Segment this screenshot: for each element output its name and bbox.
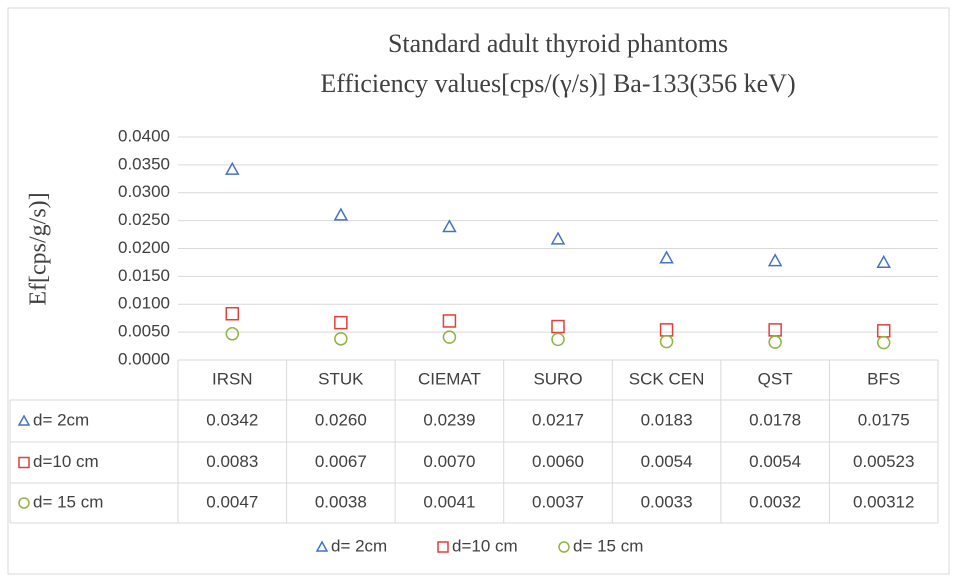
table-value: 0.0041 [423,492,475,511]
marker-circle [334,332,348,346]
marker-triangle [333,207,349,221]
marker-square [334,315,348,330]
table-value: 0.0038 [315,492,367,511]
chart-title: Standard adult thyroid phantoms [388,29,728,58]
table-value: 0.0217 [532,410,584,429]
legend-label: d= 2cm [331,536,387,555]
marker-circle [18,497,30,509]
table-row-label: d= 2cm [33,410,89,429]
table-value: 0.0239 [423,410,475,429]
table-value: 0.0067 [315,452,367,471]
x-tick-label: SCK CEN [629,369,705,388]
x-tick-label: STUK [318,369,364,388]
marker-triangle [550,231,566,245]
table-row-label: d=10 cm [33,452,99,471]
chart-subtitle: Efficiency values[cps/(γ/s)] Ba-133(356 … [320,69,795,98]
table-row-label: d= 15 cm [33,492,103,511]
x-tick-label: SURO [533,369,582,388]
table-value: 0.0342 [206,410,258,429]
marker-square [551,319,565,334]
marker-triangle [315,540,329,552]
table-value: 0.0178 [749,410,801,429]
table-value: 0.00523 [853,452,914,471]
table-value: 0.0260 [315,410,367,429]
table-value: 0.0033 [641,492,693,511]
y-tick-label: 0.0250 [118,210,170,229]
marker-circle [551,332,565,347]
marker-square [225,306,240,321]
marker-circle [558,541,570,553]
chart-border [7,7,950,575]
y-tick-label: 0.0000 [118,349,170,368]
y-tick-label: 0.0050 [118,322,170,341]
marker-square [437,541,449,553]
y-tick-label: 0.0100 [118,294,170,313]
table-value: 0.00312 [853,492,914,511]
marker-triangle [876,254,891,268]
marker-circle [768,335,782,349]
x-tick-label: IRSN [212,369,253,388]
legend-label: d= 15 cm [573,536,643,555]
table-value: 0.0060 [532,452,584,471]
table-value: 0.0183 [641,410,693,429]
marker-square [18,456,30,469]
marker-square [442,314,457,328]
table-value: 0.0175 [858,410,910,429]
table-value: 0.0083 [206,452,258,471]
marker-circle [442,330,457,344]
table-value: 0.0037 [532,492,584,511]
x-tick-label: QST [758,369,793,388]
marker-triangle [767,253,783,267]
y-tick-label: 0.0300 [118,182,170,201]
marker-circle [659,334,674,349]
marker-circle [225,327,240,341]
y-tick-label: 0.0400 [118,126,170,145]
x-tick-label: CIEMAT [418,369,481,388]
y-tick-label: 0.0150 [118,266,170,285]
table-value: 0.0054 [641,452,693,471]
x-tick-label: BFS [867,369,900,388]
y-tick-label: 0.0200 [118,238,170,257]
y-axis-title: Ef[cps/g/s)] [26,192,52,305]
marker-triangle [17,414,31,426]
marker-triangle [225,161,240,175]
table-value: 0.0070 [423,452,475,471]
table-value: 0.0054 [749,452,801,471]
table-value: 0.0047 [206,492,258,511]
marker-circle [876,335,891,350]
legend-label: d=10 cm [452,536,518,555]
marker-triangle [442,219,457,233]
marker-triangle [659,250,674,264]
table-value: 0.0032 [749,492,801,511]
y-tick-label: 0.0350 [118,154,170,173]
